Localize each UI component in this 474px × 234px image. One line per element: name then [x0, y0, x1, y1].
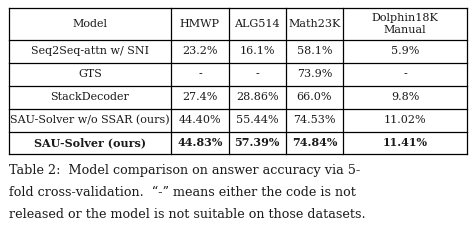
Text: 11.41%: 11.41%: [383, 137, 428, 149]
Text: 74.84%: 74.84%: [292, 137, 337, 149]
Text: Table 2:  Model comparison on answer accuracy via 5-: Table 2: Model comparison on answer accu…: [9, 164, 360, 177]
Text: StackDecoder: StackDecoder: [50, 92, 129, 102]
Text: Model: Model: [73, 19, 108, 29]
Text: ALG514: ALG514: [234, 19, 280, 29]
Text: 11.02%: 11.02%: [383, 115, 426, 125]
Text: 9.8%: 9.8%: [391, 92, 419, 102]
Text: 44.40%: 44.40%: [179, 115, 221, 125]
Text: 57.39%: 57.39%: [235, 137, 280, 149]
Text: released or the model is not suitable on those datasets.: released or the model is not suitable on…: [9, 208, 365, 221]
Text: -: -: [198, 69, 202, 79]
Text: 44.83%: 44.83%: [177, 137, 223, 149]
Text: 23.2%: 23.2%: [182, 46, 218, 56]
Text: Math23K: Math23K: [288, 19, 341, 29]
Text: Seq2Seq-attn w/ SNI: Seq2Seq-attn w/ SNI: [31, 46, 149, 56]
Text: 58.1%: 58.1%: [297, 46, 332, 56]
Text: SAU-Solver (ours): SAU-Solver (ours): [34, 137, 146, 149]
Text: SAU-Solver w/o SSAR (ours): SAU-Solver w/o SSAR (ours): [10, 115, 170, 125]
Text: fold cross-validation.  “-” means either the code is not: fold cross-validation. “-” means either …: [9, 186, 356, 199]
Text: HMWP: HMWP: [180, 19, 220, 29]
Text: 73.9%: 73.9%: [297, 69, 332, 79]
Text: -: -: [255, 69, 259, 79]
Text: Dolphin18K
Manual: Dolphin18K Manual: [372, 13, 438, 35]
Text: GTS: GTS: [78, 69, 102, 79]
Text: 55.44%: 55.44%: [236, 115, 279, 125]
Text: 16.1%: 16.1%: [239, 46, 275, 56]
Text: 74.53%: 74.53%: [293, 115, 336, 125]
Text: -: -: [403, 69, 407, 79]
Text: 28.86%: 28.86%: [236, 92, 279, 102]
Text: 66.0%: 66.0%: [297, 92, 332, 102]
Text: 27.4%: 27.4%: [182, 92, 218, 102]
Text: 5.9%: 5.9%: [391, 46, 419, 56]
